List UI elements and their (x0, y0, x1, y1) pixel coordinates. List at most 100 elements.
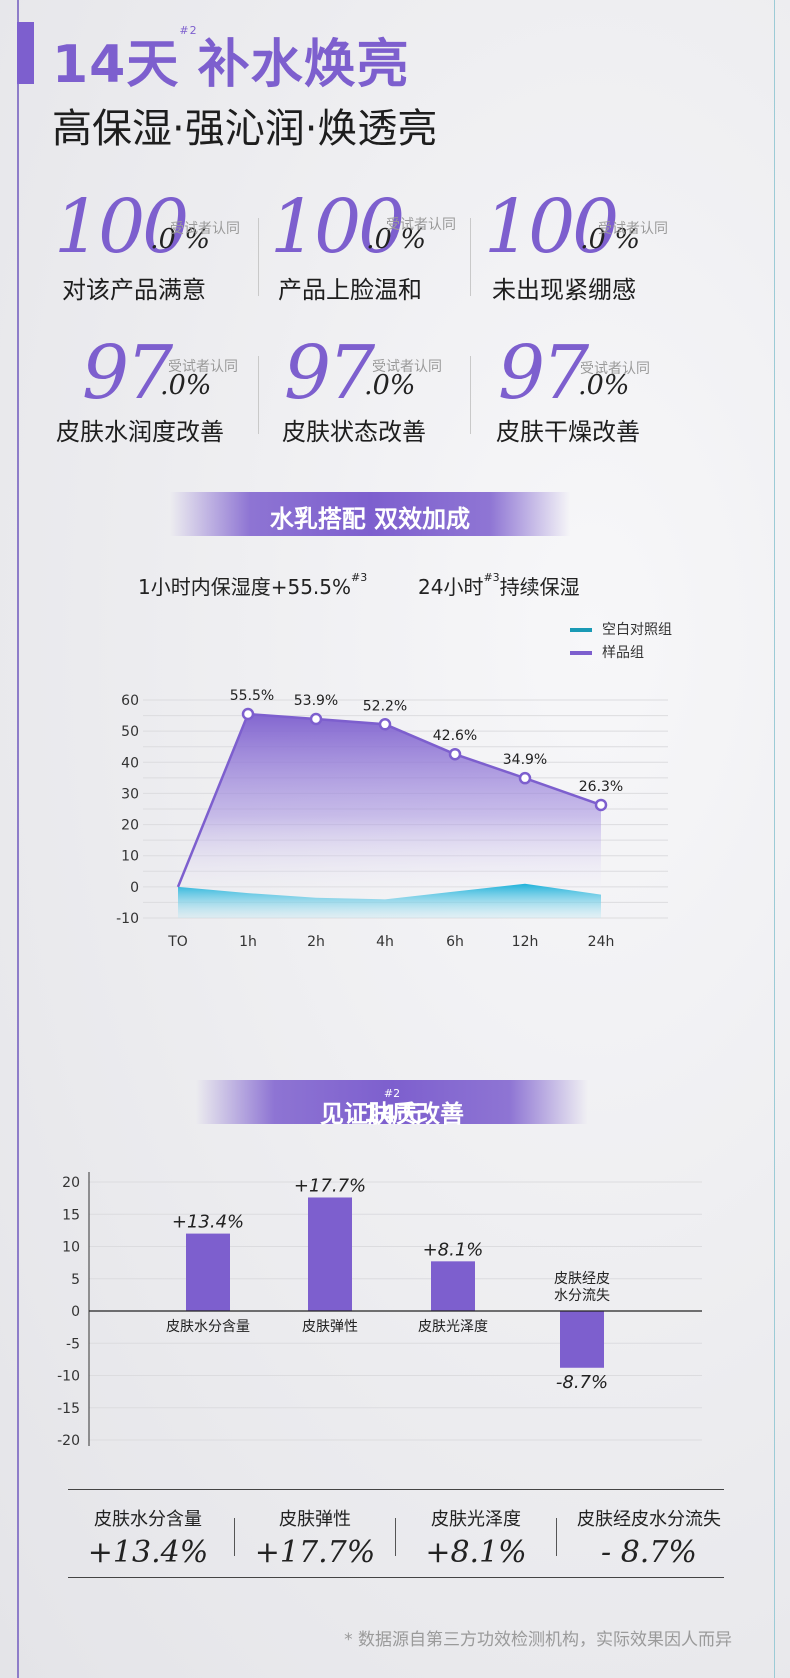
y-tick-label: -15 (57, 1401, 80, 1417)
summary-value: - 8.7% (601, 1535, 697, 1570)
y-tick-label: 15 (62, 1207, 80, 1223)
summary-item: 皮肤经皮水分流失 - 8.7% (564, 1505, 734, 1570)
data-point (518, 771, 532, 785)
y-tick-label: 40 (121, 755, 139, 771)
subtitle-right-post: 持续保湿 (499, 575, 580, 599)
stat-number: 97 (284, 330, 375, 416)
page-subtitle: 高保湿·强沁润·焕透亮 (52, 106, 438, 152)
stat-card: 100 .0 % 受试者认同 未出现紧绷感 (484, 184, 684, 304)
stat-number: 100 (54, 184, 189, 270)
stat-tag: 受试者认同 (598, 221, 668, 237)
summary-item: 皮肤弹性 +17.7% (240, 1505, 390, 1570)
bar-data-label: +17.7% (294, 1175, 366, 1196)
stat-decimal: .0 % (580, 224, 640, 255)
stat-decimal: .0 % (150, 224, 210, 255)
summary-bottom-rule (68, 1577, 724, 1578)
stat-card: 100 .0 % 受试者认同 产品上脸温和 (270, 190, 470, 304)
summary-item: 皮肤水分含量 +13.4% (73, 1505, 223, 1570)
subtitle-right-sup: #3 (483, 571, 500, 584)
x-tick-label: 12h (512, 934, 539, 950)
x-axis-ticks: TO 1h 2h 4h 6h 12h 24h (167, 934, 614, 950)
y-axis-ticks: 20 15 10 5 0 -5 -10 -15 -20 (57, 1175, 80, 1449)
stat-card: 100 .0 % 受试者认同 对该产品满意 (54, 184, 254, 304)
stat-number: 100 (484, 184, 619, 270)
data-label: 42.6% (433, 728, 477, 744)
y-tick-label: 20 (62, 1175, 80, 1191)
legend-label-sample: 样品组 (602, 645, 644, 661)
footnote: * 数据源自第三方功效检测机构，实际效果因人而异 (344, 1630, 732, 1650)
category-label: 皮肤水分含量 (166, 1319, 250, 1335)
summary-label: 皮肤弹性 (279, 1509, 351, 1530)
section-banner-2: 14天 #2 见证肤质改善 (196, 1080, 588, 1128)
summary-value: +8.1% (425, 1535, 527, 1570)
stat-divider (258, 356, 259, 434)
bar-data-labels: +13.4% +17.7% +8.1% -8.7% (172, 1175, 608, 1392)
y-tick-label: -20 (57, 1433, 80, 1449)
stat-card: 97 .0% 受试者认同 皮肤状态改善 (282, 336, 482, 446)
category-label: 皮肤经皮 (554, 1271, 610, 1287)
bar (431, 1261, 475, 1311)
banner2-pre: 14天 (363, 1100, 421, 1128)
summary-label: 皮肤经皮水分流失 (577, 1509, 721, 1530)
bar (560, 1311, 604, 1368)
bar (186, 1233, 230, 1311)
stat-tag: 受试者认同 (170, 221, 240, 237)
data-label: 26.3% (579, 779, 623, 795)
y-tick-label: 0 (130, 880, 139, 896)
stat-number: 97 (498, 330, 589, 416)
subtitle-left-text: 1小时内保湿度+55.5% (138, 575, 352, 599)
data-label: 55.5% (230, 688, 274, 704)
bars (186, 1197, 604, 1368)
section-banner-1: 水乳搭配 双效加成 (170, 492, 570, 536)
sample-group-area (178, 714, 601, 900)
y-axis-ticks: 60 50 40 30 20 10 0 -10 (116, 693, 139, 927)
summary-label: 皮肤光泽度 (431, 1509, 521, 1530)
stat-label: 皮肤状态改善 (282, 418, 426, 446)
bar (308, 1197, 352, 1311)
summary-item: 皮肤光泽度 +8.1% (401, 1505, 551, 1570)
bar-data-label: -8.7% (556, 1372, 608, 1393)
stat-card: 97 .0% 受试者认同 皮肤水润度改善 (56, 336, 256, 446)
y-tick-label: 30 (121, 786, 139, 802)
title-main: 14天 (52, 35, 180, 95)
summary-value: +13.4% (87, 1535, 209, 1570)
x-tick-label: 6h (446, 934, 464, 950)
data-point (448, 747, 462, 761)
data-point (309, 712, 323, 726)
x-tick-label: 2h (307, 934, 325, 950)
summary-label: 皮肤水分含量 (94, 1509, 202, 1530)
bar-data-label: +13.4% (172, 1212, 244, 1233)
legend-swatch-control (570, 628, 592, 632)
bar-data-label: +8.1% (423, 1239, 484, 1260)
chart-legend: 空白对照组 样品组 (570, 622, 672, 661)
category-label: 皮肤弹性 (302, 1319, 358, 1335)
x-tick-label: 4h (376, 934, 394, 950)
stat-divider (470, 356, 471, 434)
category-label: 皮肤光泽度 (418, 1319, 488, 1335)
stat-divider (470, 218, 471, 296)
y-tick-label: 10 (121, 849, 139, 865)
title-sup: #2 (179, 24, 198, 37)
stat-label: 皮肤水润度改善 (56, 418, 224, 446)
summary-divider (556, 1518, 557, 1556)
summary-value: +17.7% (254, 1535, 376, 1570)
control-group-area (178, 883, 601, 918)
stat-decimal: .0% (578, 370, 630, 401)
subtitle-right-pre: 24小时 (418, 575, 484, 599)
category-labels: 皮肤水分含量 皮肤弹性 皮肤光泽度 皮肤经皮水分流失 (166, 1271, 610, 1335)
banner-text: 14天 #2 见证肤质改善 (196, 1087, 588, 1128)
stat-label: 未出现紧绷感 (492, 276, 636, 304)
data-labels: 55.5% 53.9% 52.2% 42.6% 34.9% 26.3% (230, 688, 623, 795)
page-title: 14天#2补水焕亮 (52, 22, 410, 97)
banner2-sup: #2 (383, 1087, 401, 1100)
y-tick-label: -10 (57, 1369, 80, 1385)
stat-tag: 受试者认同 (168, 359, 238, 375)
summary-top-rule (68, 1489, 724, 1490)
y-tick-label: -10 (116, 911, 139, 927)
y-tick-label: 60 (121, 693, 139, 709)
data-point (378, 718, 392, 731)
subtitle-left-sup: #3 (351, 571, 368, 584)
stat-label: 产品上脸温和 (278, 276, 422, 304)
banner2-post: 见证肤质改善 (320, 1100, 464, 1128)
